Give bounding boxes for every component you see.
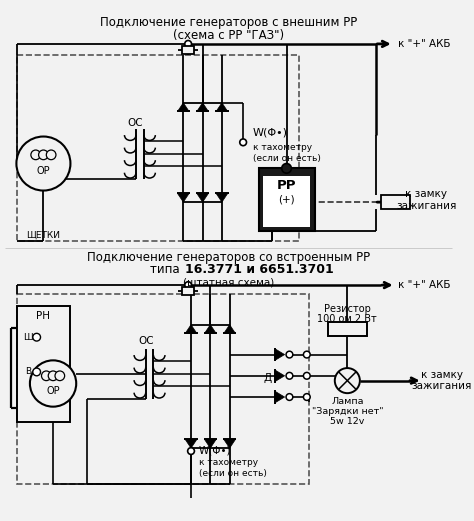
Text: Подключение генераторов со встроенным РР: Подключение генераторов со встроенным РР xyxy=(87,251,370,264)
Circle shape xyxy=(30,361,76,407)
Polygon shape xyxy=(275,349,284,361)
Bar xyxy=(328,322,366,336)
Circle shape xyxy=(42,371,51,381)
Bar xyxy=(18,306,71,422)
Circle shape xyxy=(286,373,293,379)
Text: (схема с РР "ГАЗ"): (схема с РР "ГАЗ") xyxy=(173,29,284,42)
Text: W(Φ•): W(Φ•) xyxy=(253,128,288,138)
Text: (+): (+) xyxy=(278,194,295,204)
Text: (штатная схема): (штатная схема) xyxy=(183,277,274,287)
Circle shape xyxy=(240,139,246,146)
Circle shape xyxy=(303,351,310,358)
Circle shape xyxy=(286,351,293,358)
Circle shape xyxy=(282,164,292,173)
Circle shape xyxy=(335,368,360,393)
Polygon shape xyxy=(197,193,209,202)
Bar xyxy=(18,55,299,241)
Circle shape xyxy=(303,373,310,379)
Circle shape xyxy=(33,333,40,341)
Polygon shape xyxy=(185,440,197,448)
Text: РР: РР xyxy=(277,179,296,192)
Text: (если он есть): (если он есть) xyxy=(253,154,320,163)
Circle shape xyxy=(286,394,293,401)
Circle shape xyxy=(17,137,71,191)
Text: типа: типа xyxy=(149,263,187,276)
Bar xyxy=(182,46,194,54)
Text: 16.3771 и 6651.3701: 16.3771 и 6651.3701 xyxy=(185,263,334,276)
Polygon shape xyxy=(224,440,236,448)
Text: к "+" АКБ: к "+" АКБ xyxy=(398,39,451,49)
Text: 5w 12v: 5w 12v xyxy=(330,417,365,426)
Bar xyxy=(259,168,315,231)
Text: к "+" АКБ: к "+" АКБ xyxy=(398,280,451,290)
Polygon shape xyxy=(216,103,228,111)
Text: зажигания: зажигания xyxy=(396,201,456,211)
Text: (если он есть): (если он есть) xyxy=(199,469,266,478)
Polygon shape xyxy=(205,325,216,333)
Polygon shape xyxy=(216,193,228,202)
Bar xyxy=(381,195,410,209)
Circle shape xyxy=(46,150,56,159)
Polygon shape xyxy=(178,103,189,111)
Text: В: В xyxy=(25,367,31,377)
Text: к замку: к замку xyxy=(421,370,463,380)
Text: В: В xyxy=(298,216,304,227)
Polygon shape xyxy=(197,103,209,111)
Text: к замку: к замку xyxy=(405,190,447,200)
Text: зажигания: зажигания xyxy=(412,381,472,391)
Bar xyxy=(18,294,309,484)
Text: Лампа: Лампа xyxy=(331,398,364,406)
Polygon shape xyxy=(185,325,197,333)
Circle shape xyxy=(185,282,191,289)
Text: Ш: Ш xyxy=(23,333,33,342)
Polygon shape xyxy=(178,193,189,202)
Circle shape xyxy=(303,394,310,401)
Polygon shape xyxy=(224,325,236,333)
Text: ОС: ОС xyxy=(139,336,155,346)
Text: ОР: ОР xyxy=(36,166,50,176)
Circle shape xyxy=(48,371,58,381)
Circle shape xyxy=(31,150,40,159)
Polygon shape xyxy=(275,391,284,403)
Text: W(Φ•): W(Φ•) xyxy=(199,445,231,455)
Text: РН: РН xyxy=(36,311,50,321)
Bar xyxy=(182,287,194,295)
Circle shape xyxy=(38,150,48,159)
Text: Подключение генераторов с внешним РР: Подключение генераторов с внешним РР xyxy=(100,16,357,29)
Text: Ш: Ш xyxy=(267,216,277,227)
Polygon shape xyxy=(205,440,216,448)
Text: "Зарядки нет": "Зарядки нет" xyxy=(311,407,383,416)
Circle shape xyxy=(33,368,40,376)
Circle shape xyxy=(188,448,194,454)
Text: ЩЕТКИ: ЩЕТКИ xyxy=(27,230,60,240)
Text: к тахометру: к тахометру xyxy=(199,458,258,467)
Circle shape xyxy=(55,371,64,381)
Text: ОР: ОР xyxy=(46,386,60,396)
Text: к тахометру: к тахометру xyxy=(253,143,312,152)
Polygon shape xyxy=(275,370,284,381)
Circle shape xyxy=(185,41,191,47)
Bar xyxy=(264,176,310,227)
Text: 100 ом 2 Вт: 100 ом 2 Вт xyxy=(318,314,377,324)
Text: ОС: ОС xyxy=(127,118,143,128)
Text: Резистор: Резистор xyxy=(324,304,371,314)
Text: Д: Д xyxy=(263,373,271,383)
